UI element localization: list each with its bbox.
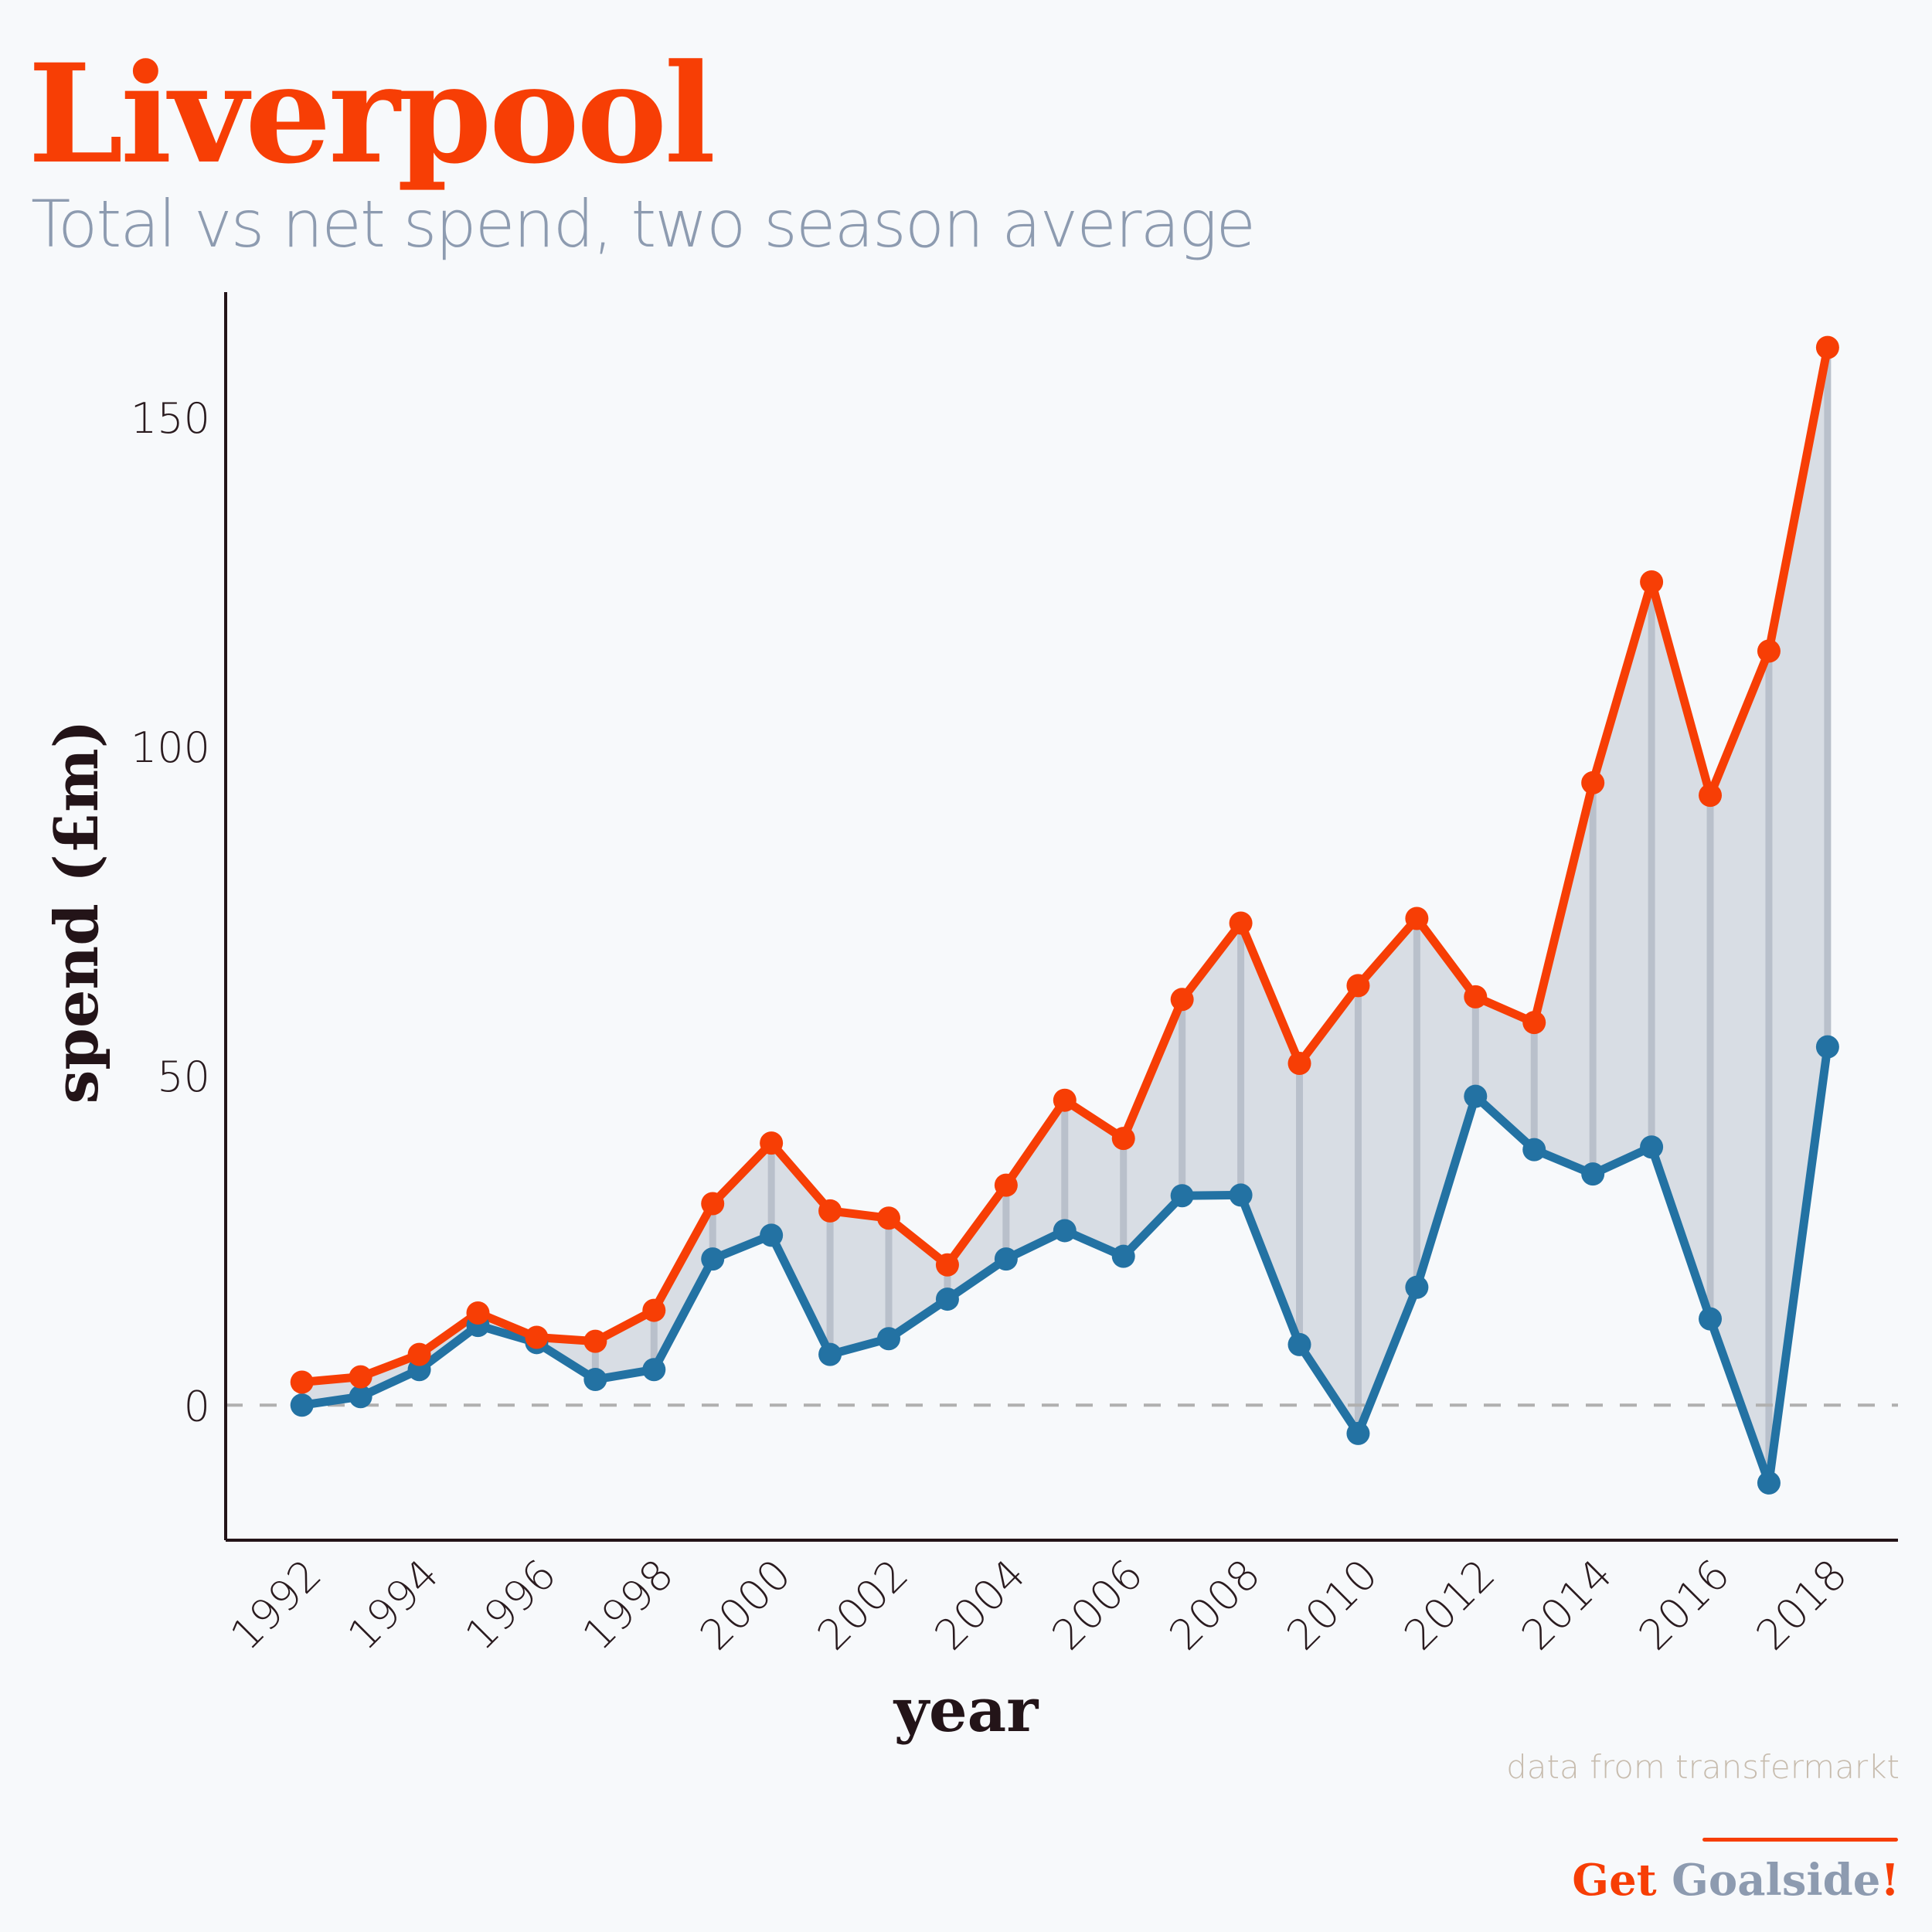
- net-spend-point: [935, 1287, 959, 1311]
- x-tick-label: 2010: [1277, 1550, 1387, 1660]
- net-spend-point: [1640, 1135, 1664, 1159]
- total-spend-point: [642, 1298, 666, 1322]
- total-spend-point: [877, 1206, 901, 1230]
- chart-subtitle: Total vs net spend, two season average: [31, 186, 1256, 262]
- net-spend-point: [818, 1342, 842, 1366]
- total-spend-point: [1581, 770, 1605, 794]
- x-tick-label: 2004: [925, 1550, 1035, 1660]
- net-spend-point: [1346, 1421, 1370, 1445]
- brand-get: Get: [1572, 1855, 1657, 1906]
- total-spend-point: [1229, 911, 1253, 935]
- total-spend-point: [1111, 1127, 1135, 1151]
- net-spend-point: [760, 1223, 784, 1247]
- gap-fill-layer: [301, 347, 1828, 1483]
- x-tick-label: 1992: [221, 1550, 331, 1660]
- net-spend-point: [1053, 1219, 1077, 1243]
- net-spend-point: [1522, 1138, 1546, 1162]
- net-spend-point: [1464, 1084, 1488, 1108]
- net-spend-point: [583, 1368, 607, 1392]
- net-spend-point: [1699, 1307, 1723, 1331]
- x-tick-label: 2000: [691, 1550, 801, 1660]
- y-axis-title: spend (£m): [42, 719, 112, 1104]
- total-spend-point: [935, 1253, 959, 1277]
- total-spend-point: [701, 1192, 725, 1216]
- x-tick-label: 2016: [1629, 1550, 1739, 1660]
- net-spend-point: [1170, 1184, 1194, 1208]
- x-tick-label: 1996: [456, 1550, 566, 1660]
- x-tick-label: 1994: [338, 1550, 448, 1660]
- total-spend-point: [1522, 1011, 1546, 1035]
- total-spend-point: [818, 1199, 842, 1223]
- total-spend-point: [1287, 1051, 1311, 1075]
- data-source-note: data from transfermarkt: [1506, 1748, 1900, 1786]
- total-spend-point: [994, 1173, 1018, 1197]
- net-spend-point: [1405, 1275, 1429, 1299]
- x-tick-label: 2002: [808, 1550, 917, 1660]
- x-tick-label: 2012: [1395, 1550, 1505, 1660]
- total-spend-point: [1464, 985, 1488, 1009]
- brand-bang: !: [1880, 1855, 1900, 1906]
- total-spend-point: [1053, 1088, 1077, 1112]
- total-spend-point: [525, 1325, 549, 1349]
- net-spend-point: [1581, 1162, 1605, 1186]
- net-spend-point: [349, 1385, 372, 1409]
- total-spend-point: [583, 1329, 607, 1353]
- net-spend-point: [994, 1247, 1018, 1271]
- total-spend-point: [1757, 639, 1781, 663]
- x-tick-labels: 1992 1994 1996 1998 2000 2002 2004 2006 2008 2010…: [221, 1550, 1856, 1660]
- net-spend-point: [1287, 1332, 1311, 1356]
- brand-logo: Get Goalside!: [1572, 1859, 1900, 1902]
- brand-goalside: Goalside: [1672, 1855, 1881, 1906]
- y-tick-labels: 0 50 100 150: [131, 394, 210, 1430]
- total-spend-point: [1815, 335, 1839, 359]
- total-spend-point: [760, 1131, 784, 1155]
- x-tick-label: 2014: [1512, 1550, 1622, 1660]
- total-spend-point: [1640, 570, 1664, 594]
- x-tick-label: 1998: [573, 1550, 683, 1660]
- x-tick-label: 2008: [1160, 1550, 1270, 1660]
- x-axis-title: year: [893, 1675, 1039, 1746]
- net-spend-point: [642, 1358, 666, 1382]
- series-point-layer: [290, 335, 1839, 1495]
- y-tick-label: 0: [184, 1382, 210, 1430]
- total-spend-point: [1170, 988, 1194, 1012]
- total-spend-point: [1699, 784, 1723, 808]
- y-tick-label: 150: [131, 394, 210, 443]
- total-spend-point: [466, 1301, 490, 1325]
- net-spend-point: [1111, 1244, 1135, 1268]
- x-tick-label: 2006: [1043, 1550, 1152, 1660]
- x-tick-label: 2018: [1747, 1550, 1856, 1660]
- chart-title: Liverpool: [28, 34, 716, 194]
- y-tick-label: 100: [131, 723, 210, 772]
- net-spend-point: [290, 1393, 314, 1417]
- brand-rule: [1702, 1838, 1898, 1842]
- net-spend-point: [1757, 1471, 1781, 1495]
- total-spend-point: [290, 1370, 314, 1394]
- net-spend-point: [1229, 1183, 1253, 1207]
- y-tick-label: 50: [157, 1053, 210, 1101]
- net-spend-point: [1815, 1035, 1839, 1059]
- gap-fill-area: [301, 347, 1828, 1483]
- total-spend-point: [1346, 974, 1370, 998]
- net-spend-point: [877, 1327, 901, 1351]
- net-spend-point: [701, 1247, 725, 1271]
- total-spend-point: [407, 1342, 431, 1366]
- total-spend-point: [349, 1365, 372, 1389]
- total-spend-point: [1405, 906, 1429, 930]
